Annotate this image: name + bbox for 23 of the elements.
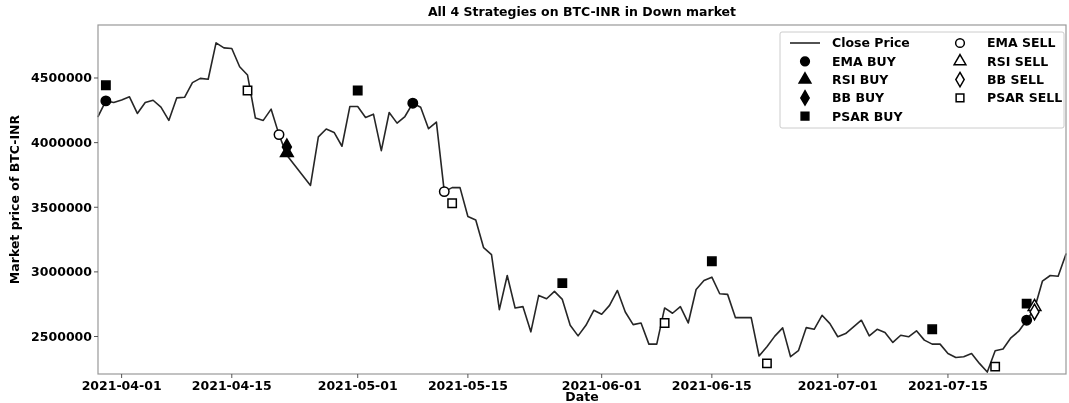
x-tick-label: 2021-07-01 xyxy=(797,378,878,393)
legend-label: EMA SELL xyxy=(987,35,1056,51)
chart-title: All 4 Strategies on BTC-INR in Down market xyxy=(427,4,737,19)
y-tick-label: 4000000 xyxy=(31,135,93,150)
legend-label: BB SELL xyxy=(987,71,1044,87)
y-tick-label: 3000000 xyxy=(31,264,93,280)
x-tick-label: 2021-04-01 xyxy=(81,378,162,393)
y-tick-label: 2500000 xyxy=(31,328,93,344)
x-tick-label: 2021-06-15 xyxy=(671,378,752,393)
x-tick-label: 2021-04-15 xyxy=(191,378,272,393)
legend-label: EMA BUY xyxy=(832,53,897,69)
legend-label: Close Price xyxy=(832,35,910,51)
legend-label: PSAR SELL xyxy=(987,90,1063,106)
x-tick-label: 2021-07-15 xyxy=(907,378,988,393)
legend-label: PSAR BUY xyxy=(832,108,904,124)
y-tick-label: 3500000 xyxy=(31,199,93,215)
legend-label: RSI SELL xyxy=(987,53,1049,69)
legend-label: BB BUY xyxy=(832,90,886,106)
y-axis-title: Market price of BTC-INR xyxy=(7,114,22,285)
x-tick-label: 2021-05-15 xyxy=(427,378,508,393)
y-tick-label: 4500000 xyxy=(31,70,93,86)
legend-label: RSI BUY xyxy=(832,71,890,87)
x-tick-label: 2021-05-01 xyxy=(317,378,398,393)
